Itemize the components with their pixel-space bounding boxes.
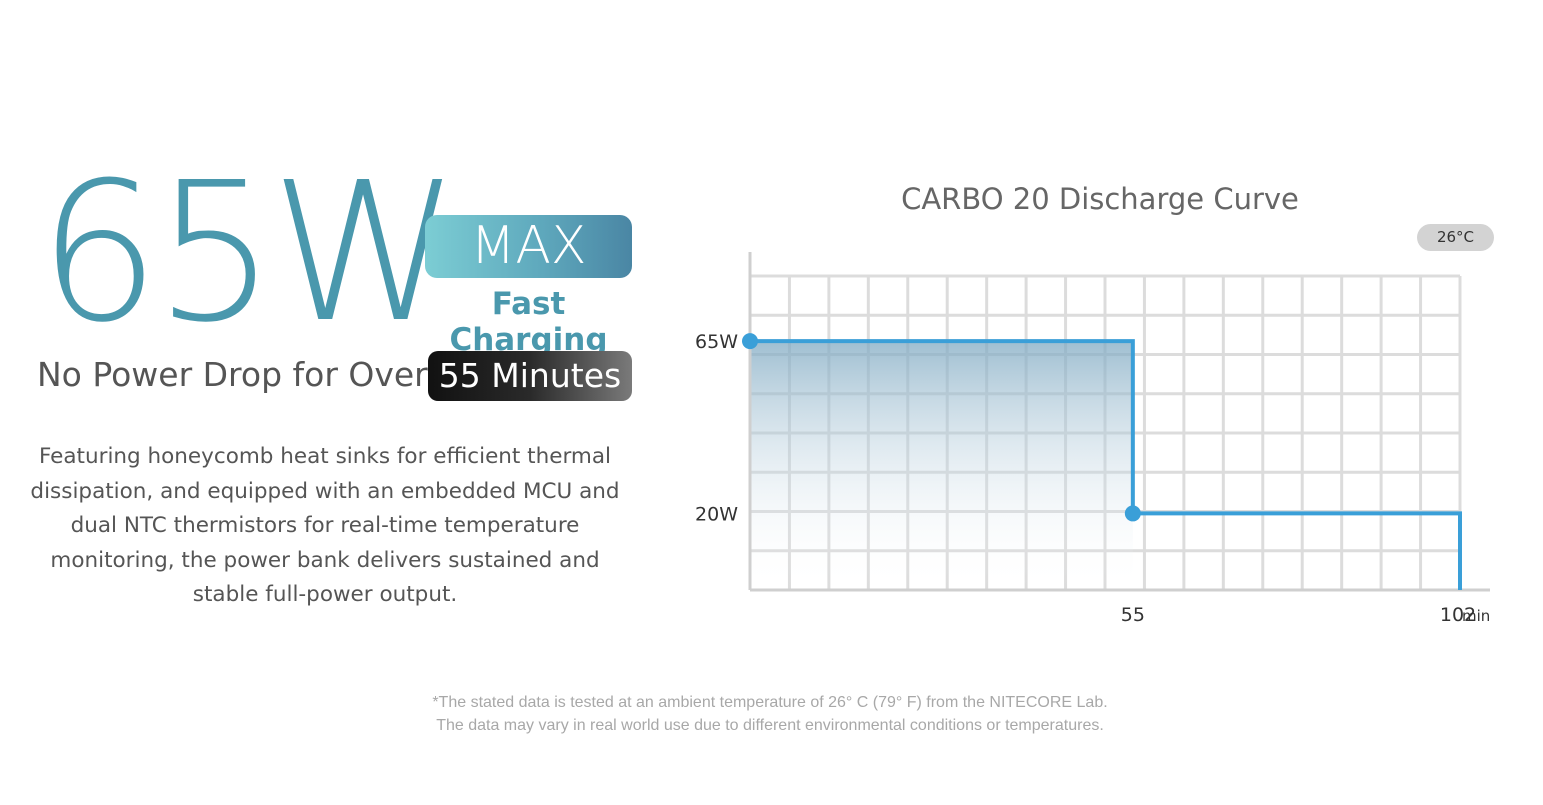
footnote-line-1: *The stated data is tested at an ambient… [432,694,1108,711]
minutes-badge: 55 Minutes [428,351,632,401]
chart-title: CARBO 20 Discharge Curve [901,182,1299,216]
y-tick-label: 65W [695,331,738,353]
x-axis-unit: min [1462,607,1490,625]
feature-description: Featuring honeycomb heat sinks for effic… [30,444,620,607]
x-tick-label: 102 [1440,604,1476,626]
max-badge: MAX [425,215,632,278]
curve-point-marker [1124,505,1141,522]
footnote-line-2: The data may vary in real world use due … [436,717,1104,734]
x-tick-label: 55 [1121,604,1145,626]
temperature-badge: 26°C [1417,224,1494,251]
curve-area-fill [750,341,1133,590]
curve-point-marker [742,333,758,350]
power-headline: 65W [38,142,460,365]
power-drop-label: No Power Drop for Over [37,355,428,394]
y-tick-label: 20W [695,503,738,525]
